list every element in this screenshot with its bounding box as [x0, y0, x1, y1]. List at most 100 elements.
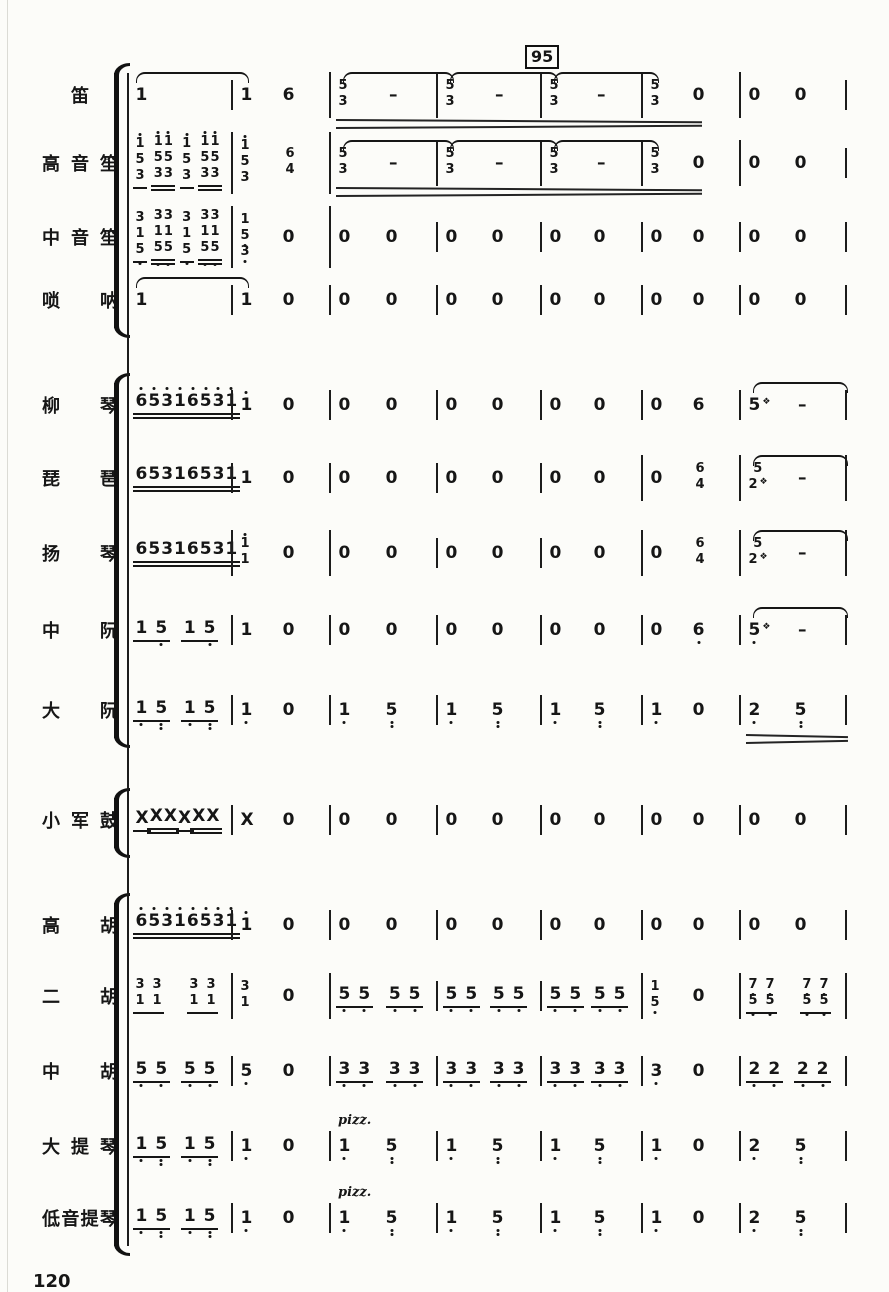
octave-dot-below [654, 721, 658, 724]
note-line: 0 [650, 810, 663, 830]
note-line: 0 [593, 620, 606, 640]
barline [329, 285, 331, 315]
octave-dot-below [185, 261, 189, 265]
note-line: 5 [338, 79, 348, 93]
note-line: 3 [445, 95, 455, 109]
note-event: 5 [491, 1208, 504, 1236]
note-line: 0 [692, 810, 705, 830]
note-char: 0 [692, 1061, 705, 1081]
note-char: 1 [174, 386, 187, 411]
note-line: 0 [491, 290, 504, 310]
measure: 5 2 ❖ – [740, 443, 845, 513]
barline [540, 1056, 542, 1086]
octave-dot-above [139, 906, 143, 910]
note-line: 0 [491, 620, 504, 640]
tie-arc [136, 277, 249, 288]
octave-dot-below [449, 1229, 453, 1232]
note-line: 6 [692, 620, 705, 644]
note-line: – [389, 153, 399, 173]
note-line: 1 [240, 468, 253, 488]
note-char: 1 [240, 1208, 253, 1232]
note-line: 5 [650, 147, 660, 161]
note-char: 5 [385, 1208, 398, 1236]
note-line: 3 [549, 95, 559, 109]
label-char: 胡 [100, 1062, 118, 1083]
note-char: 7 [819, 978, 829, 996]
label-char: 军 [71, 811, 89, 832]
note-char: 3 [358, 1059, 371, 1087]
instrument-label: 大阮 [42, 697, 118, 723]
note-char: 3 [492, 1059, 505, 1087]
note-event: 0 [549, 395, 562, 415]
beam-underline [151, 259, 176, 261]
octave-dot-below [517, 1083, 521, 1087]
note-char: 0 [549, 543, 562, 563]
note-char: 0 [593, 468, 606, 488]
octave-dot-below [496, 1161, 500, 1164]
note-char: 1 [549, 1136, 562, 1160]
tie-arc [554, 72, 659, 83]
octave-dot-below [208, 1158, 212, 1162]
note-line: 0 [385, 395, 398, 415]
note-char: 6 [695, 461, 705, 476]
note-event: 0 [650, 468, 663, 488]
note-event: 0 [650, 290, 663, 310]
note-line: 0 [282, 1061, 295, 1081]
octave-dot-below [244, 1082, 248, 1085]
barline [329, 463, 331, 493]
note-event: 0 [282, 986, 295, 1006]
note-char: 1 [182, 226, 192, 242]
octave-dot-below [799, 1161, 803, 1164]
beam-underline [490, 1006, 527, 1008]
note-event: 5 [385, 700, 398, 728]
note-event: 0 [338, 227, 351, 247]
note-line: – [798, 468, 808, 488]
octave-dot-below [497, 1008, 501, 1012]
beam-underline [547, 1006, 584, 1008]
note-line: 1 [135, 85, 148, 105]
final-barline [845, 973, 847, 1019]
beam-underline [133, 486, 189, 488]
octave-dot-below [653, 1011, 657, 1014]
note-line: 1 [135, 290, 148, 310]
note-line: 0 [593, 395, 606, 415]
note-event: 3 1 5 [133, 211, 148, 265]
barline [540, 981, 542, 1011]
barline [540, 1131, 542, 1161]
note-char: 1 [338, 1208, 351, 1232]
octave-dot-below [390, 1157, 394, 1160]
note-line: 3 [650, 163, 660, 177]
note-line: 0 [593, 290, 606, 310]
note-char: 5 [199, 386, 212, 411]
barline [641, 1056, 643, 1086]
note-char: – [597, 153, 606, 173]
octave-dot-below [799, 725, 803, 728]
note-char: 5 [135, 243, 145, 265]
beam-underline [133, 937, 189, 939]
final-barline [845, 222, 847, 252]
tremolo-ornament-icon: ❖ [762, 397, 771, 407]
note-line: 3 [135, 211, 145, 225]
note-char: 0 [338, 620, 351, 640]
tie-arc [554, 140, 659, 151]
label-char: 提 [71, 1137, 89, 1158]
beam-underline [133, 640, 170, 642]
instrument-label: 柳琴 [42, 392, 118, 418]
note-char: 0 [692, 986, 705, 1006]
note-line: 2 [748, 1208, 761, 1232]
note-char: 0 [445, 915, 458, 935]
note-line: 0 [593, 915, 606, 935]
